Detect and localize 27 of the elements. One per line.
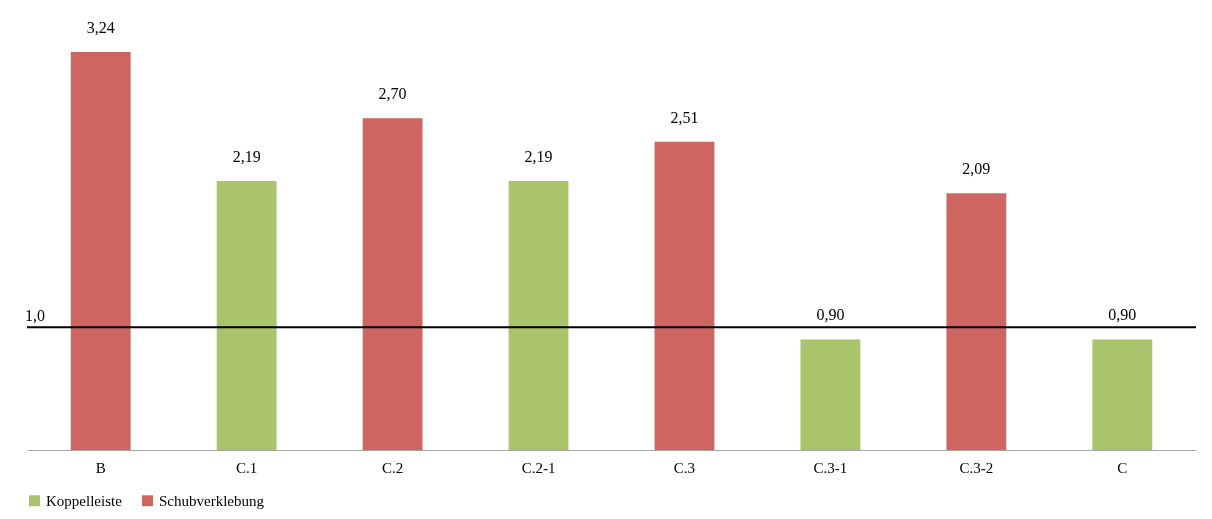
data-label: 0,90 xyxy=(816,306,845,324)
data-label: 2,09 xyxy=(962,160,991,178)
legend-label: Schubverklebung xyxy=(159,492,265,509)
x-tick-label: C xyxy=(1117,459,1128,476)
bar xyxy=(1092,339,1153,450)
bar xyxy=(800,339,861,450)
x-tick-label: C.1 xyxy=(236,459,258,476)
bar xyxy=(362,118,423,450)
x-tick-label: C.3-2 xyxy=(959,459,994,476)
bar xyxy=(508,180,569,450)
bar xyxy=(946,193,1007,450)
data-label: 3,24 xyxy=(86,19,115,36)
data-label: 2,19 xyxy=(524,147,553,165)
x-tick-label: C.3-1 xyxy=(813,459,848,476)
x-tick-label: B xyxy=(95,459,106,476)
data-label: 0,90 xyxy=(1108,306,1137,324)
data-label: 2,51 xyxy=(670,108,699,126)
bar xyxy=(654,141,715,450)
x-tick-label: C.3 xyxy=(673,459,696,476)
bar xyxy=(216,180,277,450)
legend-label: Koppelleiste xyxy=(46,492,123,509)
x-tick-label: C.2-1 xyxy=(521,459,556,476)
x-tick-label: C.2 xyxy=(381,459,404,476)
bar xyxy=(70,52,131,450)
ref-line-label: 1,0 xyxy=(25,307,45,325)
data-label: 2,70 xyxy=(378,85,407,103)
data-label: 2,19 xyxy=(232,147,261,165)
